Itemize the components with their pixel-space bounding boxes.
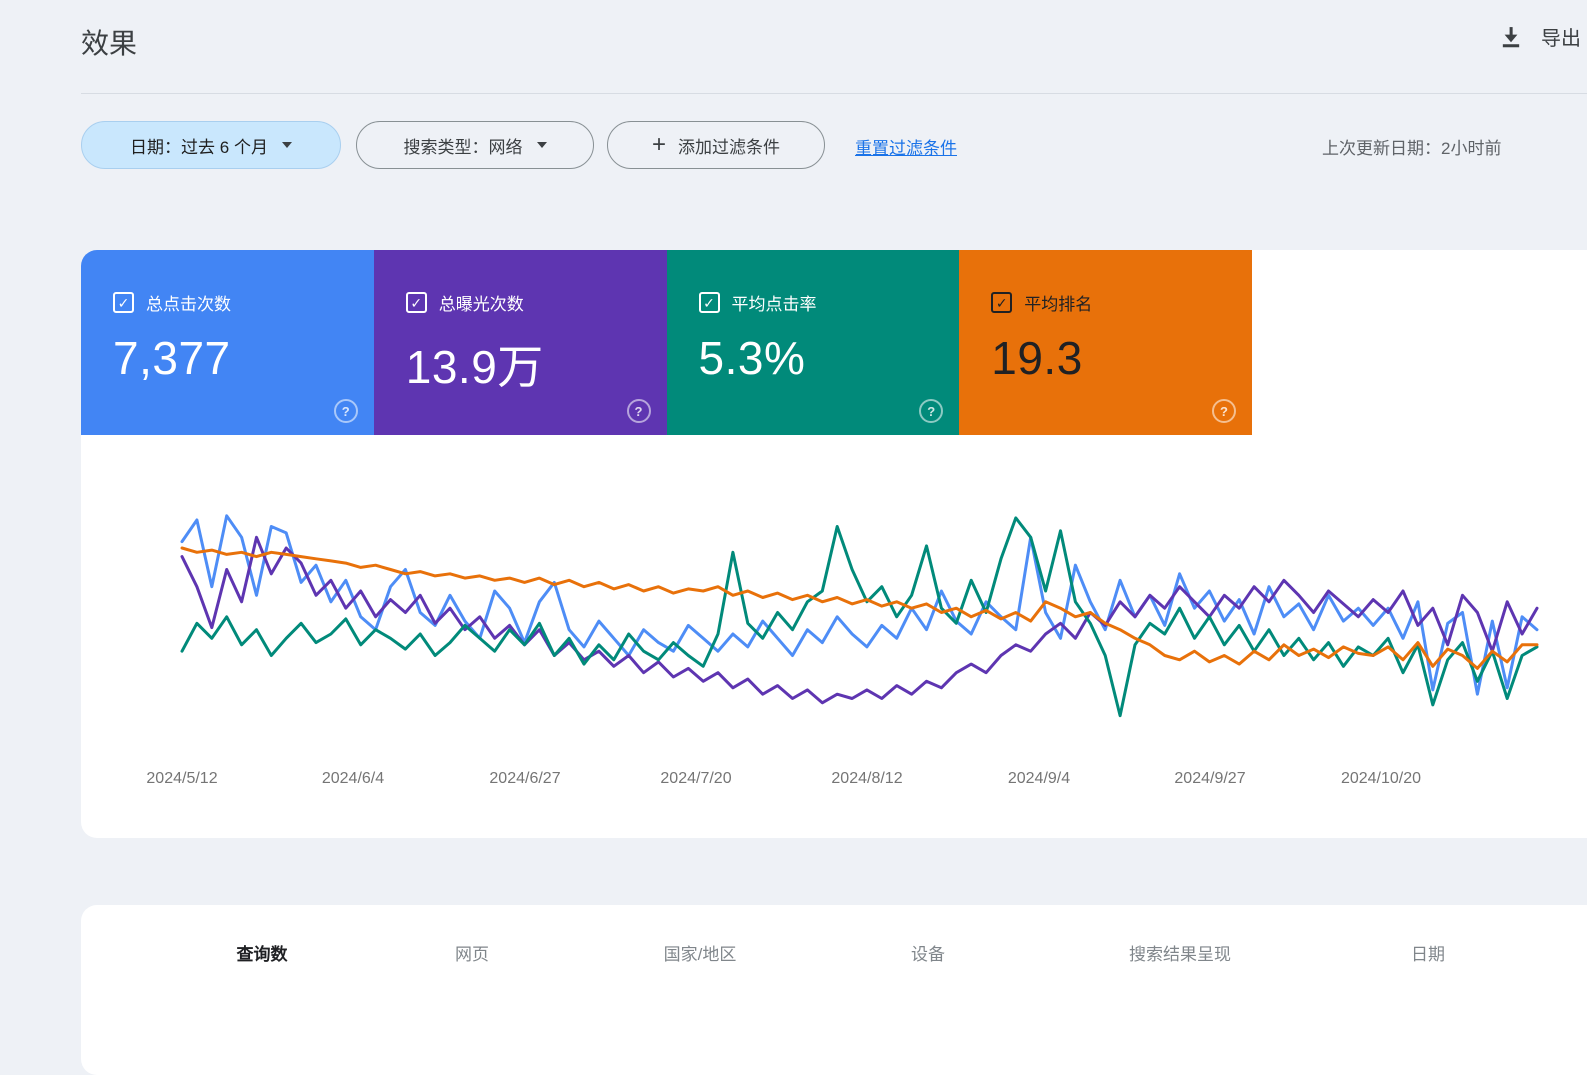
date-filter-chip[interactable]: 日期：过去 6 个月 (81, 121, 341, 169)
x-axis-tick: 2024/7/20 (660, 770, 732, 787)
metric-card-total-impressions[interactable]: ✓ 总曝光次数 13.9万 ? (373, 250, 667, 435)
metric-value: 19.3 (991, 332, 1083, 384)
last-updated-text: 上次更新日期：2小时前 (1322, 139, 1502, 158)
search-type-filter-chip[interactable]: 搜索类型：网络 (356, 121, 594, 169)
metric-label: 平均点击率 (731, 295, 817, 314)
metric-value: 5.3% (698, 332, 806, 384)
add-filter-label: 添加过滤条件 (678, 137, 780, 157)
tab-pages[interactable]: 网页 (455, 945, 489, 964)
chart-line-clicks (180, 514, 1539, 696)
tab-devices[interactable]: 设备 (911, 945, 945, 964)
tab-dates[interactable]: 日期 (1411, 945, 1445, 964)
metric-card-total-clicks[interactable]: ✓ 总点击次数 7,377 ? (81, 250, 374, 435)
date-filter-label: 日期：过去 6 个月 (130, 137, 268, 157)
x-axis-tick: 2024/9/27 (1174, 770, 1246, 787)
checkbox-checked-icon[interactable]: ✓ (991, 292, 1013, 313)
reset-filters-link[interactable]: 重置过滤条件 (855, 139, 957, 158)
chevron-down-icon (536, 142, 547, 148)
help-icon[interactable]: ? (333, 399, 358, 423)
download-icon[interactable] (1497, 23, 1525, 51)
performance-line-chart[interactable] (81, 250, 1587, 838)
tab-countries[interactable]: 国家/地区 (663, 945, 737, 964)
header-divider (81, 93, 1587, 94)
checkbox-checked-icon[interactable]: ✓ (405, 292, 427, 313)
metric-label: 平均排名 (1024, 295, 1093, 314)
x-axis-tick: 2024/9/4 (1007, 770, 1071, 787)
metric-cards-row: ✓ 总点击次数 7,377 ? ✓ 总曝光次数 13.9万 ? ✓ 平均点击率 … (81, 250, 1252, 435)
dimension-tabs-card: 查询数 网页 国家/地区 设备 搜索结果呈现 日期 (81, 905, 1587, 1075)
tab-search-appearance[interactable]: 搜索结果呈现 (1129, 945, 1231, 964)
help-icon[interactable]: ? (626, 399, 651, 423)
x-axis-tick: 2024/5/12 (146, 770, 218, 787)
search-type-label: 搜索类型：网络 (403, 137, 523, 157)
help-icon[interactable]: ? (919, 399, 944, 423)
export-button[interactable]: 导出 (1497, 22, 1581, 51)
chart-line-position (180, 546, 1539, 670)
chart-line-impressions (180, 535, 1539, 705)
chart-line-ctr (180, 516, 1539, 718)
metric-card-average-position[interactable]: ✓ 平均排名 19.3 ? (959, 250, 1252, 435)
x-axis-tick: 2024/8/12 (831, 770, 903, 787)
help-icon[interactable]: ? (1212, 399, 1236, 423)
page-title: 效果 (81, 28, 138, 59)
tab-queries[interactable]: 查询数 (236, 945, 288, 964)
add-filter-button[interactable]: + 添加过滤条件 (607, 121, 825, 169)
plus-icon: + (651, 131, 666, 158)
metric-value: 7,377 (113, 332, 231, 384)
export-label[interactable]: 导出 (1541, 28, 1581, 50)
x-axis-tick: 2024/6/4 (321, 770, 385, 787)
chevron-down-icon (281, 142, 292, 148)
checkbox-checked-icon[interactable]: ✓ (698, 292, 720, 313)
metric-value: 13.9万 (405, 341, 544, 393)
metric-card-average-ctr[interactable]: ✓ 平均点击率 5.3% ? (666, 250, 960, 435)
metric-label: 总曝光次数 (438, 295, 524, 314)
x-axis-tick: 2024/10/20 (1340, 770, 1422, 787)
x-axis-tick: 2024/6/27 (489, 770, 561, 787)
checkbox-checked-icon[interactable]: ✓ (113, 292, 134, 313)
metric-label: 总点击次数 (146, 295, 231, 314)
